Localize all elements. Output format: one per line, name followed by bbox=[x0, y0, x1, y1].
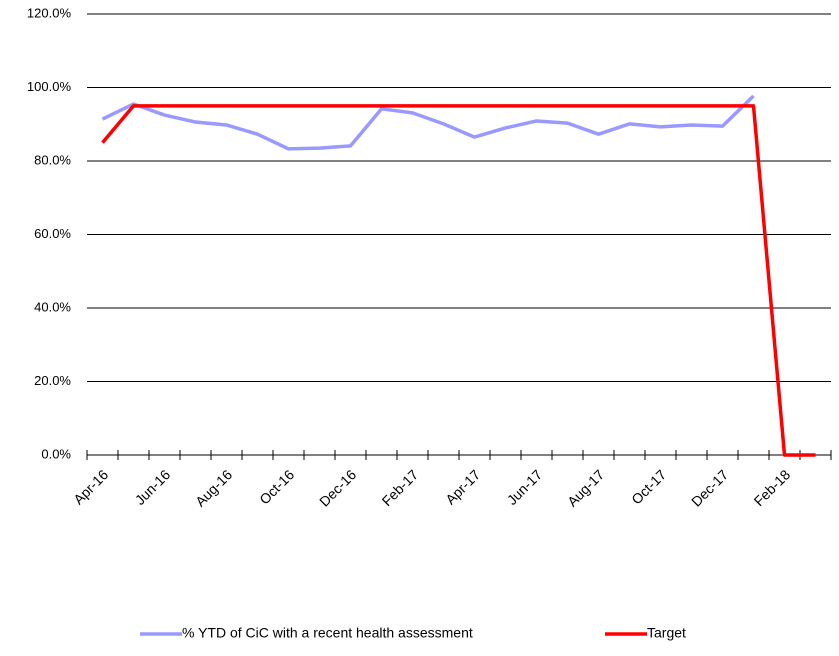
x-tick-label: Jun-17 bbox=[504, 466, 546, 508]
x-tick-label: Aug-17 bbox=[564, 466, 607, 509]
series-line bbox=[101, 94, 755, 151]
x-tick-label: Feb-17 bbox=[379, 466, 422, 509]
y-tick-label: 120.0% bbox=[27, 5, 72, 20]
legend-label: Target bbox=[647, 625, 686, 641]
x-tick-label: Feb-18 bbox=[751, 466, 794, 509]
x-tick-label: Jun-16 bbox=[132, 466, 174, 508]
y-tick-label: 60.0% bbox=[34, 226, 71, 241]
x-tick-label: Dec-16 bbox=[316, 466, 359, 509]
y-tick-label: 40.0% bbox=[34, 299, 71, 314]
y-tick-label: 100.0% bbox=[27, 79, 72, 94]
series-line bbox=[101, 104, 816, 457]
x-tick-label: Oct-17 bbox=[628, 466, 669, 507]
x-tick-label: Aug-16 bbox=[192, 466, 235, 509]
y-tick-label: 20.0% bbox=[34, 373, 71, 388]
x-tick-label: Apr-16 bbox=[70, 466, 111, 507]
y-tick-label: 0.0% bbox=[41, 446, 71, 461]
x-tick-label: Dec-17 bbox=[688, 466, 731, 509]
x-tick-label: Apr-17 bbox=[442, 466, 483, 507]
x-tick-label: Oct-16 bbox=[256, 466, 297, 507]
legend-label: % YTD of CiC with a recent health assess… bbox=[182, 625, 473, 641]
y-tick-label: 80.0% bbox=[34, 152, 71, 167]
